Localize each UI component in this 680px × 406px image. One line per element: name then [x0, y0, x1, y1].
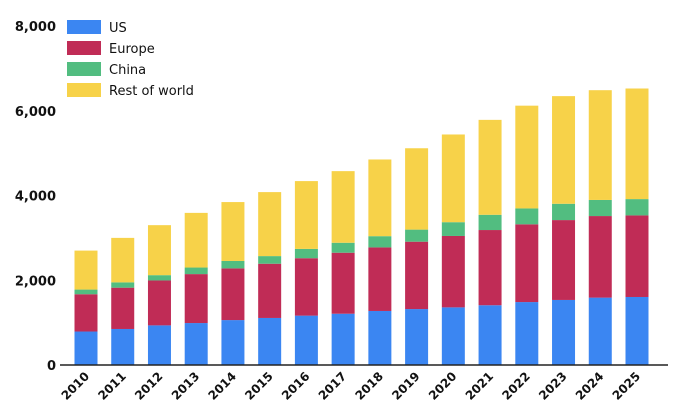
- bar-rest-of-world-2022: [515, 105, 539, 209]
- bar-china-2010: [74, 289, 98, 295]
- bar-europe-2018: [368, 247, 392, 311]
- bar-europe-2017: [331, 252, 355, 314]
- bar-us-2018: [368, 310, 392, 365]
- x-tick-label: 2024: [573, 369, 607, 402]
- legend-label: China: [109, 63, 146, 78]
- bar-us-2022: [515, 302, 539, 365]
- x-tick-label: 2020: [426, 369, 460, 402]
- bar-china-2013: [184, 267, 208, 275]
- bar-china-2015: [258, 256, 282, 264]
- bar-us-2016: [294, 315, 318, 365]
- x-tick-label: 2017: [316, 369, 350, 402]
- y-tick-label: 4,000: [15, 190, 56, 205]
- bar-europe-2024: [588, 216, 612, 298]
- bar-china-2021: [478, 214, 502, 231]
- bar-china-2020: [441, 222, 465, 236]
- bar-us-2020: [441, 307, 465, 365]
- bar-europe-2022: [515, 224, 539, 303]
- bar-europe-2012: [147, 280, 171, 326]
- legend-swatch: [67, 83, 101, 97]
- bar-us-2024: [588, 297, 612, 365]
- bar-china-2022: [515, 208, 539, 225]
- bar-rest-of-world-2014: [221, 202, 245, 261]
- bar-china-2014: [221, 260, 245, 269]
- bar-china-2012: [147, 275, 171, 281]
- bar-us-2010: [74, 331, 98, 365]
- bar-rest-of-world-2025: [625, 88, 649, 200]
- legend-swatch: [67, 41, 101, 55]
- bar-rest-of-world-2013: [184, 212, 208, 268]
- bar-china-2017: [331, 242, 355, 253]
- bar-us-2015: [258, 317, 282, 365]
- bar-us-2014: [221, 320, 245, 365]
- x-tick-label: 2021: [463, 369, 497, 402]
- legend-label: Europe: [109, 42, 155, 57]
- bar-europe-2013: [184, 274, 208, 324]
- y-tick-label: 0: [47, 359, 56, 374]
- y-tick-label: 8,000: [15, 20, 56, 35]
- x-tick-label: 2014: [206, 369, 240, 402]
- bar-china-2019: [405, 229, 429, 242]
- x-tick-label: 2010: [59, 369, 93, 402]
- x-tick-label: 2016: [279, 369, 313, 402]
- x-tick-label: 2013: [169, 369, 203, 402]
- bar-rest-of-world-2015: [258, 192, 282, 257]
- bar-rest-of-world-2024: [588, 90, 612, 200]
- bar-rest-of-world-2016: [294, 181, 318, 249]
- x-tick-label: 2011: [95, 369, 129, 402]
- bar-rest-of-world-2012: [147, 225, 171, 276]
- bar-china-2025: [625, 199, 649, 216]
- bar-rest-of-world-2011: [111, 237, 135, 283]
- x-tick-label: 2015: [242, 369, 276, 402]
- bar-europe-2019: [405, 241, 429, 310]
- bar-europe-2016: [294, 258, 318, 316]
- x-tick-label: 2025: [610, 369, 644, 402]
- bar-china-2016: [294, 248, 318, 259]
- x-tick-label: 2022: [499, 369, 533, 402]
- bar-europe-2014: [221, 268, 245, 321]
- bar-china-2024: [588, 199, 612, 217]
- bar-us-2012: [147, 325, 171, 365]
- x-tick-label: 2023: [536, 369, 570, 402]
- bar-rest-of-world-2020: [441, 134, 465, 223]
- bar-china-2018: [368, 236, 392, 248]
- legend: US Europe China Rest of world: [67, 20, 194, 99]
- bar-rest-of-world-2021: [478, 119, 502, 215]
- bar-rest-of-world-2018: [368, 159, 392, 237]
- bar-rest-of-world-2023: [552, 96, 576, 204]
- bar-europe-2025: [625, 215, 649, 297]
- y-tick-label: 6,000: [15, 105, 56, 120]
- bar-rest-of-world-2010: [74, 250, 98, 290]
- bar-china-2011: [111, 282, 135, 288]
- bar-us-2025: [625, 296, 649, 365]
- bar-europe-2021: [478, 230, 502, 306]
- legend-swatch: [67, 20, 101, 34]
- legend-swatch: [67, 62, 101, 76]
- bar-europe-2020: [441, 235, 465, 308]
- bar-europe-2011: [111, 287, 135, 329]
- bars: [74, 88, 649, 365]
- bar-us-2011: [111, 328, 135, 365]
- legend-label: US: [109, 21, 127, 36]
- bar-europe-2023: [552, 220, 576, 300]
- x-tick-label: 2019: [389, 369, 423, 402]
- legend-label: Rest of world: [109, 84, 194, 99]
- bar-us-2023: [552, 299, 576, 365]
- bar-us-2013: [184, 323, 208, 365]
- x-tick-label: 2018: [352, 369, 386, 402]
- bar-us-2017: [331, 313, 355, 365]
- bar-europe-2010: [74, 294, 98, 332]
- bar-china-2023: [552, 203, 576, 221]
- bar-us-2019: [405, 309, 429, 365]
- bar-europe-2015: [258, 263, 282, 318]
- bar-rest-of-world-2019: [405, 148, 429, 230]
- bar-us-2021: [478, 305, 502, 365]
- x-tick-label: 2012: [132, 369, 166, 402]
- y-tick-label: 2,000: [15, 274, 56, 289]
- bar-rest-of-world-2017: [331, 171, 355, 243]
